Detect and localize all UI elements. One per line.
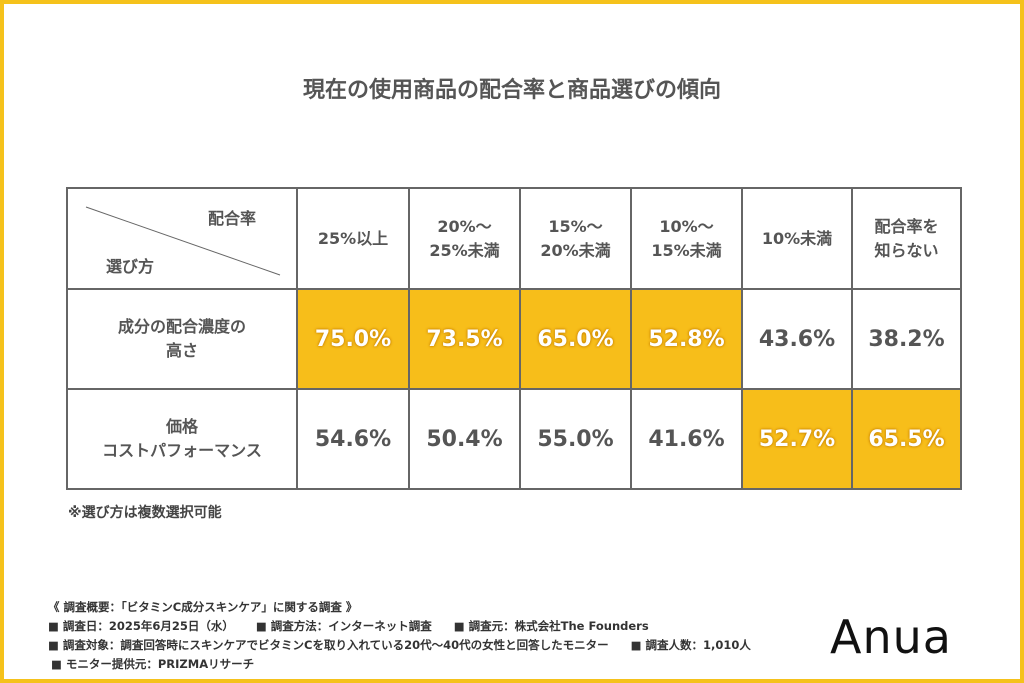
row-label: 成分の配合濃度の 高さ [66,288,298,390]
column-header: 10%〜 15%未満 [630,187,743,290]
results-table: 配合率 選び方 25%以上 20%〜 25%未満 15%〜 20%未満 10%〜… [66,187,962,490]
table-row: 成分の配合濃度の 高さ 75.0% 73.5% 65.0% 52.8% 43.6… [66,288,962,390]
value-cell: 52.8% [630,288,743,390]
survey-target: ■ 調査対象：調査回答時にスキンケアでビタミンCを取り入れている20代〜40代の… [48,638,609,652]
survey-provider: ■ モニター提供元：PRIZMAリサーチ [51,657,255,671]
corner-bottom-label: 選び方 [106,257,155,276]
value-cell: 38.2% [851,288,962,390]
value-cell: 65.5% [851,388,962,490]
header-row: 配合率 選び方 25%以上 20%〜 25%未満 15%〜 20%未満 10%〜… [66,187,962,290]
survey-heading: 《 調査概要：「ビタミンC成分スキンケア」に関する調査 》 [48,600,358,614]
corner-top-label: 配合率 [207,209,256,228]
survey-method: ■ 調査方法：インターネット調査 [255,619,432,633]
value-cell: 43.6% [741,288,853,390]
table-row: 価格 コストパフォーマンス 54.6% 50.4% 55.0% 41.6% 52… [66,388,962,490]
column-header: 25%以上 [296,187,410,290]
page-title: 現在の使用商品の配合率と商品選びの傾向 [302,78,721,103]
value-cell: 41.6% [630,388,743,490]
footnote: ※選び方は複数選択可能 [68,505,222,521]
value-cell: 55.0% [519,388,632,490]
survey-summary: 《 調査概要：「ビタミンC成分スキンケア」に関する調査 》 ■ 調査日：2025… [48,598,773,674]
diagonal-line [85,206,281,276]
column-header: 20%〜 25%未満 [408,187,521,290]
column-header: 15%〜 20%未満 [519,187,632,290]
value-cell: 73.5% [408,288,521,390]
value-cell: 65.0% [519,288,632,390]
value-cell: 50.4% [408,388,521,490]
anua-logo: Anua [830,610,952,664]
survey-count: ■ 調査人数：1,010人 [630,638,751,652]
column-header: 配合率を 知らない [851,187,962,290]
column-header: 10%未満 [741,187,853,290]
corner-cell: 配合率 選び方 [66,187,298,290]
survey-date: ■ 調査日：2025年6月25日（水） [48,619,234,633]
value-cell: 75.0% [296,288,410,390]
row-label: 価格 コストパフォーマンス [66,388,298,490]
value-cell: 52.7% [741,388,853,490]
value-cell: 54.6% [296,388,410,490]
survey-source: ■ 調査元：株式会社The Founders [453,619,649,633]
